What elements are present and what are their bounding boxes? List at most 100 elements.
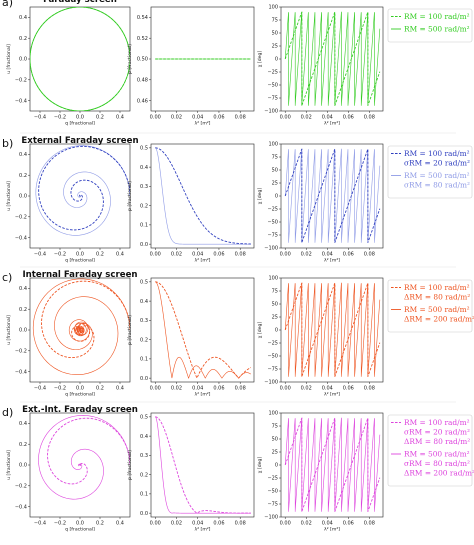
lambda-axis-tick-label: 0.00	[150, 521, 161, 527]
chi-axis-tick-label: 100	[268, 142, 278, 148]
p-axis-tick-label: 0.2	[140, 203, 148, 209]
chi-axis-tick-label: 0	[275, 194, 278, 200]
lambda-axis-tick-label: 0.02	[171, 386, 182, 392]
legend-entry: ΔRM = 200 rad/m²	[404, 469, 474, 478]
legend-entry: RM = 500 rad/m²	[404, 25, 470, 34]
chi-axis-tick-label: 0	[275, 463, 278, 469]
lambda-axis-tick-label: 0.02	[171, 252, 182, 258]
chi-axis-tick-label: −50	[267, 220, 278, 226]
chi-axis-tick-label: −25	[267, 476, 278, 482]
u-axis-tick-label: −0.4	[15, 369, 27, 375]
q-axis-tick-label: 0.2	[96, 252, 104, 258]
p-axis-tick-label: 0.0	[140, 511, 148, 517]
lambda-axis-tick-label: 0.02	[301, 252, 312, 258]
p-axis-tick-label: 0.1	[140, 357, 148, 363]
p-axis-tick-label: 0.3	[140, 318, 148, 324]
legend-box	[387, 8, 473, 43]
u-axis-tick-label: 0.2	[19, 36, 27, 42]
chi-curve-dashed	[284, 282, 381, 377]
lambda-axis-tick-label: 0.08	[364, 115, 375, 121]
lambda-axis-tick-label: 0.04	[322, 521, 333, 527]
p-axis-tick-label: 0.46	[137, 98, 148, 104]
panel-label: d)	[2, 406, 13, 419]
u-axis-tick-label: −0.2	[15, 78, 27, 84]
p-axis-tick-label: 0.54	[137, 15, 148, 21]
row-c: c) Internal Faraday screen −0.4 −0.2 0.0 0.2 0…	[2, 266, 474, 398]
legend-entry: RM = 100 rad/m²	[404, 418, 470, 427]
p-axis-tick-label: 0.5	[140, 415, 148, 421]
lambda-axis-tick-label: 0.00	[280, 386, 291, 392]
lambda-axis-tick-label: 0.02	[171, 115, 182, 121]
chi-axis-tick-label: −75	[267, 96, 278, 102]
lambda-axis-tick-label: 0.04	[192, 386, 203, 392]
p-curve-solid	[155, 281, 251, 379]
lambda-axis-tick-label: 0.06	[213, 521, 224, 527]
chi-panel-ylabel: χ [deg]	[257, 51, 263, 68]
chi-axis-tick-label: −50	[267, 354, 278, 360]
legend-box	[387, 279, 473, 333]
q-axis-tick-label: −0.2	[54, 115, 66, 121]
chi-axis-tick-label: 50	[272, 437, 278, 443]
p-panel-frame	[150, 143, 255, 249]
p-axis-tick-label: 0.0	[140, 242, 148, 248]
chi-axis-tick-label: −75	[267, 233, 278, 239]
qu-panel-ylabel: u [fractional]	[6, 181, 12, 211]
chi-axis-tick-label: −100	[264, 109, 278, 115]
chi-axis-tick-label: −25	[267, 70, 278, 76]
qu-curve-dashed	[47, 417, 130, 485]
qu-panel-xlabel: q [fractional]	[65, 527, 95, 533]
u-axis-tick-label: 0.2	[19, 442, 27, 448]
p-axis-tick-label: 0.5	[140, 146, 148, 152]
chi-axis-tick-label: 50	[272, 31, 278, 37]
chi-axis-tick-label: 0	[275, 328, 278, 334]
panel-title: External Faraday screen	[21, 136, 138, 146]
p-panel-xlabel: λ² [m²]	[195, 527, 211, 533]
p-axis-tick-label: 0.2	[140, 472, 148, 478]
chi-axis-tick-label: 25	[272, 181, 278, 187]
u-axis-tick-label: 0.4	[19, 15, 27, 21]
qu-curve-solid	[35, 145, 130, 236]
chi-panel-xlabel: λ² [m²]	[324, 121, 340, 127]
p-panel-frame	[150, 277, 255, 383]
lambda-axis-tick-label: 0.08	[235, 115, 246, 121]
p-axis-tick-label: 0.2	[140, 337, 148, 343]
q-axis-tick-label: 0.2	[96, 115, 104, 121]
p-curve-dashed	[155, 147, 251, 245]
p-axis-tick-label: 0.50	[137, 57, 148, 63]
panel-title: Internal Faraday screen	[22, 270, 137, 280]
legend-entry: σRM = 80 rad/m²	[404, 459, 470, 468]
u-axis-tick-label: 0.2	[19, 307, 27, 313]
chi-axis-tick-label: −75	[267, 367, 278, 373]
legend-entry: RM = 500 rad/m²	[404, 171, 470, 180]
p-curve-solid	[155, 147, 251, 245]
u-axis-tick-label: −0.2	[15, 349, 27, 355]
lambda-axis-tick-label: 0.00	[150, 115, 161, 121]
lambda-axis-tick-label: 0.04	[192, 521, 203, 527]
lambda-axis-tick-label: 0.08	[364, 521, 375, 527]
chi-curve-dashed	[284, 148, 381, 243]
q-axis-tick-label: −0.4	[34, 386, 46, 392]
u-axis-tick-label: 0.4	[19, 152, 27, 158]
lambda-axis-tick-label: 0.00	[280, 252, 291, 258]
row-d: d) Ext.-Int. Faraday screen −0.4 −0.2 0.0 0.2…	[2, 401, 474, 533]
chi-curve-solid	[284, 417, 381, 512]
qu-curve-dashed	[30, 7, 130, 111]
lambda-axis-tick-label: 0.06	[343, 115, 354, 121]
panel-label: a)	[2, 0, 13, 9]
legend: RM = 100 rad/m² RM = 500 rad/m²	[387, 8, 473, 43]
chi-curve-solid	[284, 11, 381, 106]
qu-panel-xlabel: q [fractional]	[65, 258, 95, 264]
u-axis-tick-label: −0.2	[15, 484, 27, 490]
lambda-axis-tick-label: 0.02	[301, 115, 312, 121]
panel-label: c)	[2, 271, 12, 284]
lambda-axis-tick-label: 0.06	[343, 386, 354, 392]
lambda-axis-tick-label: 0.02	[301, 521, 312, 527]
p-axis-tick-label: 0.3	[140, 453, 148, 459]
chi-curve-solid	[284, 282, 381, 377]
u-axis-tick-label: −0.2	[15, 215, 27, 221]
q-axis-tick-label: 0.4	[116, 252, 124, 258]
p-curve-solid	[155, 416, 251, 514]
